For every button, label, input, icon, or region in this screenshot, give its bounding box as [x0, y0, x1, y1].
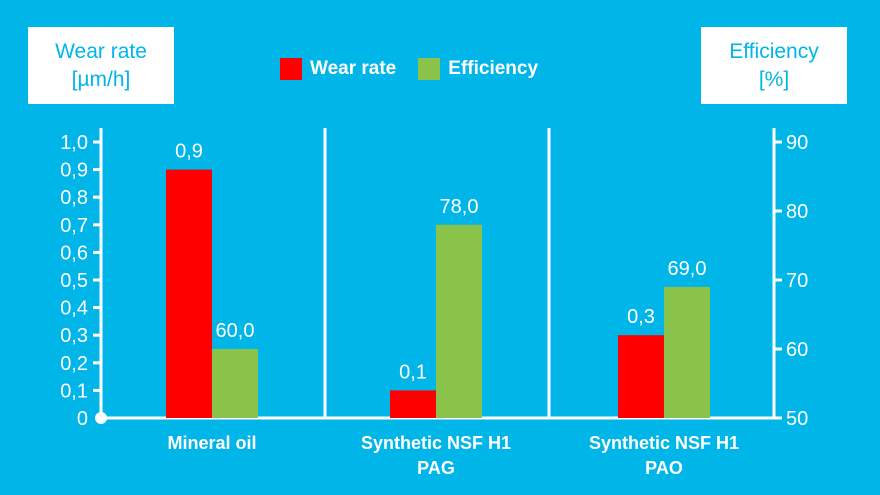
data-label-efficiency: 78,0 — [440, 196, 479, 218]
right-axis-tick-label: 80 — [786, 201, 808, 223]
category-label: Mineral oil — [167, 433, 256, 453]
category-label: Synthetic NSF H1 — [361, 433, 511, 453]
legend-item-efficiency: Efficiency — [418, 58, 538, 80]
legend-swatch-efficiency — [418, 58, 441, 80]
bar-efficiency — [664, 286, 710, 418]
data-label-wear-rate: 0,1 — [399, 361, 427, 383]
legend-swatch-wear-rate — [280, 58, 302, 80]
left-axis-tick-label: 0,1 — [60, 380, 88, 402]
left-axis-tick-label: 0,9 — [60, 160, 88, 182]
right-axis-tick-label: 60 — [786, 339, 808, 361]
data-label-efficiency: 60,0 — [216, 320, 255, 342]
left-axis-tick-label: 0,7 — [60, 215, 88, 237]
bar-wear-rate — [166, 169, 212, 418]
left-axis-tick-label: 1,0 — [60, 132, 88, 154]
left-axis-tick-label: 0 — [77, 408, 88, 430]
right-axis-title-line1: Efficiency — [729, 39, 819, 63]
left-axis-tick-label: 0,6 — [60, 242, 88, 264]
legend: Wear rate Efficiency — [280, 55, 560, 83]
category-label: PAO — [645, 458, 683, 478]
category-label: PAG — [417, 458, 455, 478]
right-axis-tick-label: 90 — [786, 132, 808, 154]
left-axis-tick-label: 0,2 — [60, 353, 88, 375]
right-axis-title-box: Efficiency [%] — [701, 27, 847, 104]
left-axis-tick-label: 0,5 — [60, 270, 88, 292]
legend-label-wear-rate: Wear rate — [310, 58, 397, 79]
legend-label-efficiency: Efficiency — [448, 58, 539, 79]
bar-efficiency — [212, 349, 258, 418]
left-axis-title-box: Wear rate [µm/h] — [28, 27, 174, 104]
data-label-efficiency: 69,0 — [668, 258, 707, 280]
bar-wear-rate — [390, 390, 436, 418]
data-label-wear-rate: 0,9 — [175, 141, 203, 163]
left-axis-tick-label: 0,3 — [60, 325, 88, 347]
left-axis-tick-label: 0,4 — [60, 298, 88, 320]
left-axis-tick-label: 0,8 — [60, 187, 88, 209]
right-axis-tick-label: 70 — [786, 270, 808, 292]
left-axis-title-line2: [µm/h] — [71, 67, 131, 91]
bar-wear-rate — [618, 335, 664, 418]
data-label-wear-rate: 0,3 — [627, 306, 655, 328]
category-label: Synthetic NSF H1 — [589, 433, 739, 453]
left-axis-title-line1: Wear rate — [55, 39, 147, 63]
x-axis-origin-dot — [95, 412, 107, 424]
bar-efficiency — [436, 224, 482, 418]
right-axis-title-line2: [%] — [758, 67, 790, 91]
legend-item-wear-rate: Wear rate — [280, 58, 396, 80]
right-axis-tick-label: 50 — [786, 408, 808, 430]
